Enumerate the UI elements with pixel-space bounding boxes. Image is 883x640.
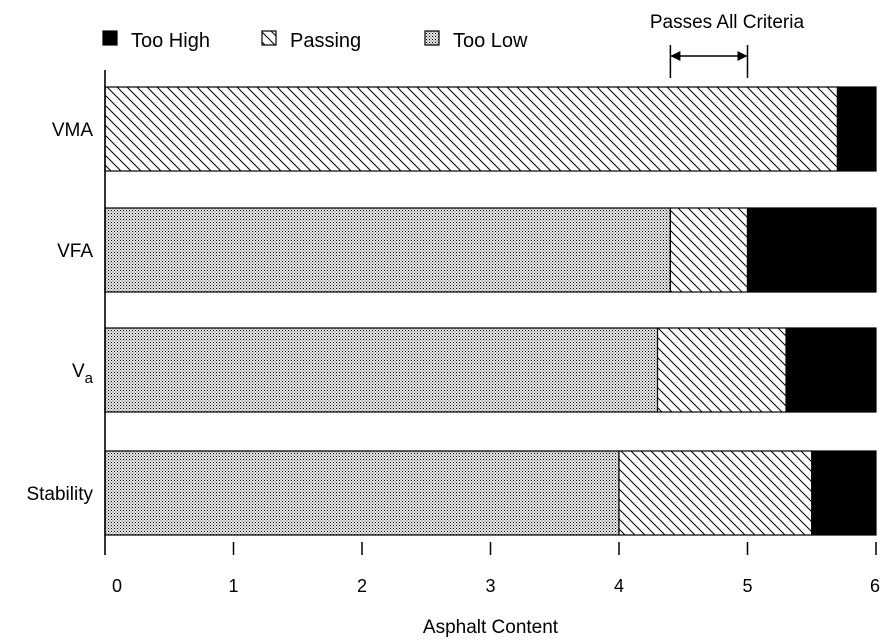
x-tick-label-3: 3 <box>485 576 495 596</box>
category-label-stability: Stability <box>26 484 93 505</box>
annotation-arrowhead-left <box>670 51 681 61</box>
legend-label-passing: Passing <box>290 30 361 52</box>
bar-vfa-too-low <box>104 207 672 293</box>
x-tick-label-5: 5 <box>742 576 752 596</box>
legend-swatch-too-low <box>424 30 440 46</box>
bar-stability-too-low <box>104 450 620 536</box>
x-tick-label-2: 2 <box>357 576 367 596</box>
bar-vma-passing <box>104 86 839 172</box>
bar-stability-passing <box>618 450 813 536</box>
bar-va-too-low <box>104 327 659 413</box>
x-tick-label-0: 0 <box>112 576 122 596</box>
legend: Too High Passing Too Low <box>102 30 528 52</box>
x-axis: 0 1 2 3 4 5 6 <box>104 70 880 596</box>
passes-all-criteria-annotation: Passes All Criteria <box>650 12 805 78</box>
bar-stability-too-high <box>811 450 877 536</box>
category-labels: VMA VFA Va Stability <box>26 120 93 505</box>
bar-vfa-too-high <box>746 207 877 293</box>
legend-swatch-passing <box>261 30 277 46</box>
x-tick-label-4: 4 <box>614 576 624 596</box>
annotation-text: Passes All Criteria <box>650 12 805 33</box>
category-label-vma: VMA <box>52 120 94 141</box>
x-tick-label-1: 1 <box>228 576 238 596</box>
legend-swatch-too-high <box>102 30 118 46</box>
x-axis-label: Asphalt Content <box>423 617 559 638</box>
legend-label-too-low: Too Low <box>453 30 528 52</box>
x-tick-label-6: 6 <box>870 576 880 596</box>
bar-va-passing <box>656 327 787 413</box>
category-label-vfa: VFA <box>57 241 93 262</box>
bar-vfa-passing <box>669 207 749 293</box>
legend-label-too-high: Too High <box>131 30 210 52</box>
annotation-arrowhead-right <box>737 51 748 61</box>
bar-vma-too-high <box>836 86 877 172</box>
category-label-va: Va <box>72 361 94 387</box>
bars <box>104 86 877 536</box>
bar-va-too-high <box>785 327 877 413</box>
